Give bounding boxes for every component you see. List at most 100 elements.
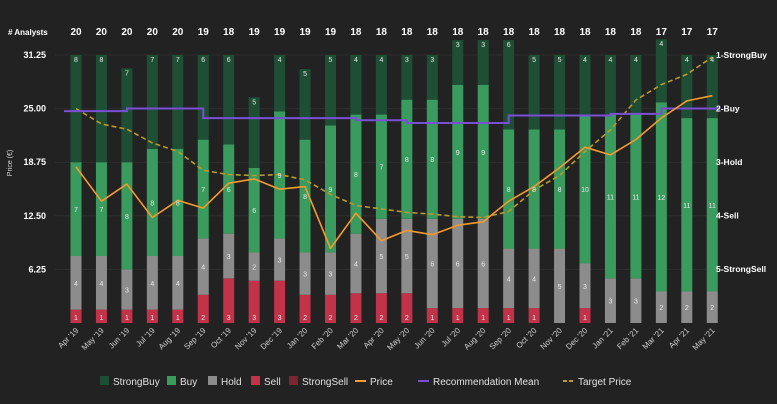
bar-value-label: 11: [632, 194, 639, 201]
x-tick-label: Dec '20: [564, 326, 590, 352]
bar-buy: [146, 148, 158, 256]
y-left-tick-label: 6.25: [28, 264, 46, 274]
bar-sell: [70, 309, 82, 323]
bar-value-label: 6: [481, 261, 485, 268]
x-tick-label: Mar '20: [335, 326, 360, 351]
bar-value-label: 4: [354, 57, 358, 64]
bar-value-label: 4: [507, 276, 511, 283]
bar-value-label: 1: [456, 315, 460, 322]
bar-buy: [655, 102, 667, 292]
bar-hold: [477, 218, 489, 309]
bar-value-label: 7: [379, 165, 383, 172]
bar-value-label: 2: [252, 265, 256, 272]
bar-buy: [248, 167, 260, 253]
legend-label: Hold: [221, 377, 242, 388]
bar-buy: [70, 162, 82, 256]
analyst-count: 18: [630, 27, 642, 38]
bar-hold: [579, 263, 591, 309]
bar-value-label: 1: [150, 315, 154, 322]
left-axis-title: Price (€): [7, 150, 14, 176]
bar-sell: [401, 293, 413, 323]
analyst-count: 19: [325, 27, 337, 38]
analyst-count: 19: [299, 27, 311, 38]
bar-value-label: 9: [456, 150, 460, 157]
bar-value-label: 2: [710, 305, 714, 312]
analyst-count: 18: [401, 27, 413, 38]
bar-value-label: 8: [176, 200, 180, 207]
bar-value-label: 4: [74, 281, 78, 288]
legend-label: StrongSell: [302, 377, 348, 388]
bar-value-label: 3: [227, 315, 231, 322]
bar-value-label: 12: [657, 195, 665, 202]
bar-value-label: 4: [608, 57, 612, 64]
bar-sell: [172, 309, 184, 323]
bar-hold: [630, 278, 642, 323]
bar-value-label: 4: [532, 276, 536, 283]
bar-buy: [477, 84, 489, 219]
bar-value-label: 4: [354, 261, 358, 268]
bar-hold: [70, 256, 82, 310]
bar-sell: [350, 293, 362, 323]
bar-sell: [299, 294, 311, 323]
bar-value-label: 1: [481, 315, 485, 322]
bar-value-label: 3: [430, 57, 434, 64]
y-right-tick-label: 4-Sell: [716, 211, 739, 221]
bar-strong-buy: [477, 40, 489, 85]
y-right-tick-label: 3-Hold: [716, 157, 742, 167]
bar-value-label: 8: [532, 187, 536, 194]
bar-strong-buy: [452, 40, 464, 85]
bar-value-label: 6: [507, 42, 511, 49]
x-tick-label: Nov '19: [233, 326, 259, 352]
bar-value-label: 3: [227, 254, 231, 261]
legend-label: Price: [370, 377, 393, 388]
bar-value-label: 3: [634, 299, 638, 306]
y-right-tick-label: 5-StrongSell: [716, 264, 766, 274]
bar-value-label: 6: [456, 261, 460, 268]
legend-label: StrongBuy: [113, 377, 160, 388]
x-tick-label: Jul '20: [440, 326, 463, 349]
bar-value-label: 4: [278, 57, 282, 64]
legend: StrongBuy Buy Hold Sell StrongSell Price Recom…: [100, 376, 632, 388]
x-tick-label: Mar '21: [641, 326, 666, 351]
bar-value-label: 5: [405, 254, 409, 261]
bar-value-label: 8: [558, 187, 562, 194]
x-tick-label: Jun '20: [412, 326, 437, 351]
bar-hold: [426, 218, 438, 309]
bar-strong-buy: [681, 55, 693, 119]
bar-buy: [172, 148, 184, 256]
bar-buy: [375, 114, 387, 219]
bar-hold: [706, 291, 718, 323]
bar-sell: [146, 309, 158, 323]
bar-buy: [681, 118, 693, 292]
bar-hold: [350, 233, 362, 294]
bar-value-label: 3: [608, 299, 612, 306]
bar-buy: [452, 84, 464, 219]
bar-value-label: 7: [176, 57, 180, 64]
bar-strong-buy: [350, 55, 362, 115]
bar-buy: [706, 118, 718, 292]
bar-value-label: 4: [710, 57, 714, 64]
analyst-count: 18: [452, 27, 464, 38]
bar-value-label: 2: [303, 315, 307, 322]
bars-layer: [70, 39, 718, 323]
x-tick-label: Feb '20: [310, 326, 335, 351]
bar-value-label: 4: [685, 57, 689, 64]
bar-value-label: 8: [405, 157, 409, 164]
bar-strong-buy: [554, 55, 566, 130]
bar-strong-buy: [325, 55, 336, 126]
legend-label: Sell: [264, 377, 281, 388]
bar-value-label: 8: [99, 57, 103, 64]
analyst-count: 19: [198, 27, 210, 38]
bar-sell: [95, 309, 107, 323]
legend-swatch: [167, 376, 176, 385]
bar-hold: [197, 238, 209, 295]
x-tick-label: Sep '20: [488, 326, 514, 352]
bar-value-label: 7: [201, 187, 205, 194]
bar-value-label: 7: [99, 207, 103, 214]
bar-value-label: 7: [125, 70, 129, 77]
analyst-count: 18: [427, 27, 439, 38]
bar-buy: [554, 129, 566, 249]
bar-hold: [401, 218, 413, 294]
bar-buy: [604, 114, 616, 279]
legend-label: Buy: [180, 377, 197, 388]
